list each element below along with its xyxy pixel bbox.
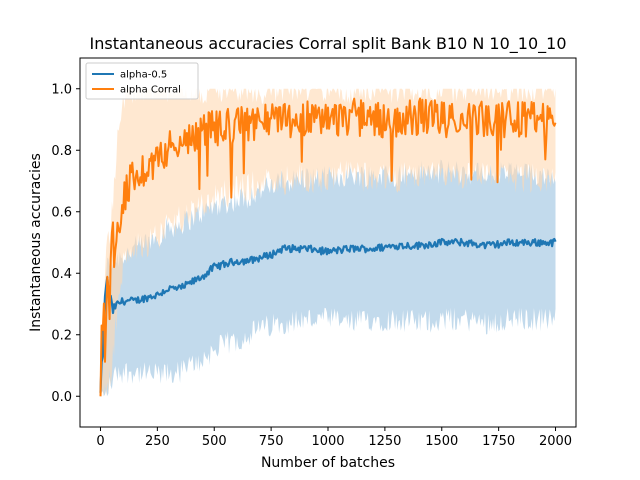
legend-label-alpha-corral: alpha Corral (120, 85, 181, 96)
legend-label-alpha-0-5: alpha-0.5 (120, 70, 167, 81)
y-tick-label: 0.2 (51, 328, 72, 343)
x-tick-label: 750 (259, 434, 284, 449)
x-tick-label: 250 (145, 434, 170, 449)
x-tick-label: 500 (202, 434, 227, 449)
confidence-bands (100, 88, 556, 397)
x-tick-label: 0 (96, 434, 104, 449)
x-tick-label: 2000 (539, 434, 572, 449)
x-axis-label: Number of batches (261, 455, 395, 471)
x-tick-label: 1500 (425, 434, 458, 449)
chart-title: Instantaneous accuracies Corral split Ba… (90, 34, 567, 54)
x-tick-label: 1000 (311, 434, 344, 449)
y-tick-label: 0.8 (51, 144, 72, 159)
legend: alpha-0.5 alpha Corral (85, 62, 199, 100)
band-alpha-corral (100, 88, 556, 397)
x-tick-label: 1250 (368, 434, 401, 449)
y-tick-label: 0.4 (51, 267, 72, 282)
y-axis-label: Instantaneous accuracies (28, 153, 44, 332)
y-tick-label: 0.0 (51, 390, 72, 405)
series-line-alpha-0-5 (99, 237, 557, 393)
x-axis: 0 250 500 750 1000 1250 1500 1750 2000 (96, 427, 572, 449)
y-axis: 0.0 0.2 0.4 0.6 0.8 1.0 (51, 82, 80, 405)
y-tick-label: 1.0 (51, 82, 72, 97)
x-tick-label: 1750 (482, 434, 515, 449)
series-lines (99, 97, 557, 397)
band-alpha-0-5 (100, 159, 556, 397)
series-line-alpha-corral (99, 97, 557, 397)
y-tick-label: 0.6 (51, 205, 72, 220)
